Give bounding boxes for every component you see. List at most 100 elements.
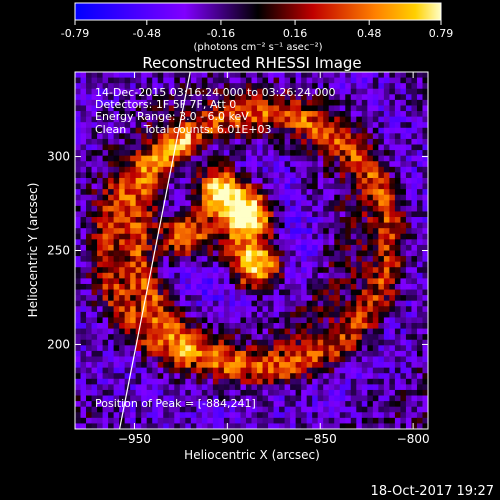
heatmap-cell — [229, 189, 236, 196]
heatmap-cell — [290, 200, 297, 207]
heatmap-cell — [350, 289, 357, 296]
heatmap-cell — [345, 233, 352, 240]
heatmap-cell — [102, 111, 109, 118]
heatmap-cell — [97, 161, 103, 168]
y-tick-label: 200 — [47, 337, 70, 351]
heatmap-cell — [119, 300, 126, 307]
heatmap-cell — [168, 423, 175, 429]
heatmap-cell — [328, 323, 335, 329]
heatmap-cell — [372, 217, 379, 224]
heatmap-cell — [168, 200, 175, 207]
heatmap-cell — [416, 423, 423, 429]
heatmap-cell — [301, 311, 308, 318]
heatmap-cell — [262, 194, 269, 201]
heatmap-cell — [268, 144, 274, 151]
heatmap-cell — [251, 222, 258, 229]
heatmap-cell — [262, 77, 269, 84]
y-tick-label: 250 — [47, 244, 70, 258]
heatmap-cell — [339, 183, 346, 190]
heatmap-cell — [190, 211, 197, 218]
heatmap-cell — [411, 306, 418, 313]
heatmap-cell — [345, 278, 352, 285]
heatmap-cell — [201, 317, 208, 324]
heatmap-cell — [223, 211, 230, 218]
heatmap-cell — [91, 111, 98, 118]
heatmap-cell — [146, 384, 153, 391]
heatmap-cell — [218, 384, 225, 391]
heatmap-cell — [290, 111, 297, 118]
heatmap-cell — [174, 250, 181, 257]
heatmap-cell — [411, 373, 418, 380]
heatmap-cell — [328, 99, 335, 106]
heatmap-cell — [130, 339, 137, 346]
heatmap-cell — [383, 200, 390, 207]
heatmap-cell — [168, 267, 175, 274]
heatmap-cell — [339, 111, 346, 118]
heatmap-cell — [124, 300, 131, 307]
heatmap-cell — [323, 412, 330, 419]
heatmap-cell — [124, 345, 131, 352]
heatmap-cell — [383, 328, 390, 335]
heatmap-cell — [273, 83, 280, 90]
heatmap-cell — [108, 72, 115, 78]
heatmap-cell — [306, 111, 313, 118]
heatmap-cell — [367, 317, 374, 324]
heatmap-cell — [389, 362, 396, 369]
heatmap-cell — [168, 406, 175, 413]
heatmap-cell — [273, 166, 280, 173]
heatmap-cell — [179, 250, 186, 257]
heatmap-cell — [223, 311, 230, 318]
heatmap-cell — [86, 83, 92, 90]
heatmap-cell — [356, 177, 363, 184]
heatmap-cell — [201, 289, 208, 296]
heatmap-cell — [240, 356, 247, 363]
heatmap-cell — [234, 127, 241, 134]
heatmap-cell — [218, 272, 225, 279]
heatmap-cell — [75, 205, 81, 212]
heatmap-cell — [146, 378, 153, 385]
heatmap-cell — [356, 323, 363, 329]
heatmap-cell — [356, 138, 363, 145]
heatmap-cell — [306, 77, 313, 84]
heatmap-cell — [119, 417, 126, 424]
heatmap-cell — [196, 367, 203, 374]
heatmap-cell — [372, 295, 379, 302]
heatmap-cell — [400, 378, 407, 385]
heatmap-cell — [345, 306, 352, 313]
heatmap-cell — [356, 217, 363, 224]
heatmap-cell — [80, 166, 87, 173]
heatmap-cell — [113, 150, 120, 157]
heatmap-cell — [306, 88, 313, 95]
heatmap-cell — [223, 205, 230, 212]
heatmap-cell — [108, 172, 115, 179]
heatmap-cell — [179, 94, 186, 101]
heatmap-cell — [372, 412, 379, 419]
heatmap-cell — [141, 250, 148, 257]
heatmap-cell — [102, 401, 109, 408]
heatmap-cell — [240, 261, 247, 268]
heatmap-cell — [113, 105, 120, 112]
heatmap-cell — [312, 161, 319, 168]
heatmap-cell — [317, 138, 324, 145]
heatmap-cell — [416, 395, 423, 402]
heatmap-cell — [218, 116, 225, 123]
heatmap-cell — [196, 323, 203, 329]
heatmap-cell — [378, 144, 385, 151]
heatmap-cell — [157, 77, 164, 84]
heatmap-cell — [268, 350, 274, 357]
heatmap-cell — [361, 122, 368, 129]
heatmap-cell — [339, 362, 346, 369]
heatmap-cell — [416, 272, 423, 279]
heatmap-cell — [262, 172, 269, 179]
heatmap-cell — [328, 116, 335, 123]
heatmap-cell — [113, 267, 120, 274]
heatmap-cell — [179, 228, 186, 235]
heatmap-cell — [268, 261, 274, 268]
heatmap-cell — [207, 384, 214, 391]
heatmap-cell — [190, 272, 197, 279]
heatmap-cell — [345, 250, 352, 257]
heatmap-cell — [389, 183, 396, 190]
heatmap-cell — [422, 328, 428, 335]
heatmap-cell — [273, 373, 280, 380]
heatmap-cell — [130, 256, 137, 263]
